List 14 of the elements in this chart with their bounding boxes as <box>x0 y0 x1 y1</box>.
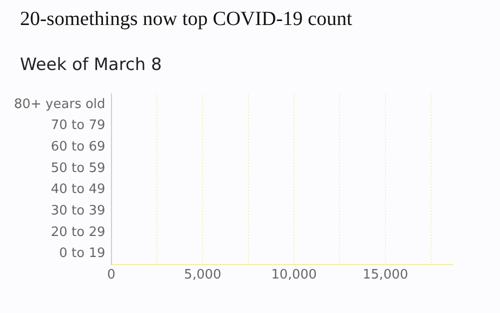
y-tick-label: 80+ years old <box>14 96 106 112</box>
y-tick-label: 0 to 19 <box>59 246 106 262</box>
y-tick-label: 30 to 39 <box>50 203 106 218</box>
x-tick-label: 10,000 <box>271 268 317 283</box>
chart-subtitle: Week of March 8 <box>20 55 162 75</box>
x-tick-label: 0 <box>107 268 116 283</box>
y-tick-label: 70 to 79 <box>50 118 106 134</box>
text: 5,000 <box>184 268 222 283</box>
y-tick-label: 40 to 49 <box>50 182 106 198</box>
y-tick-label: 50 to 59 <box>50 160 106 176</box>
x-tick-label: 15,000 <box>362 268 408 283</box>
chart-title: 20-somethings now top COVID-19 count <box>20 8 352 31</box>
y-tick-label: 20 to 29 <box>50 224 106 240</box>
y-tick-label: 60 to 69 <box>50 139 106 154</box>
